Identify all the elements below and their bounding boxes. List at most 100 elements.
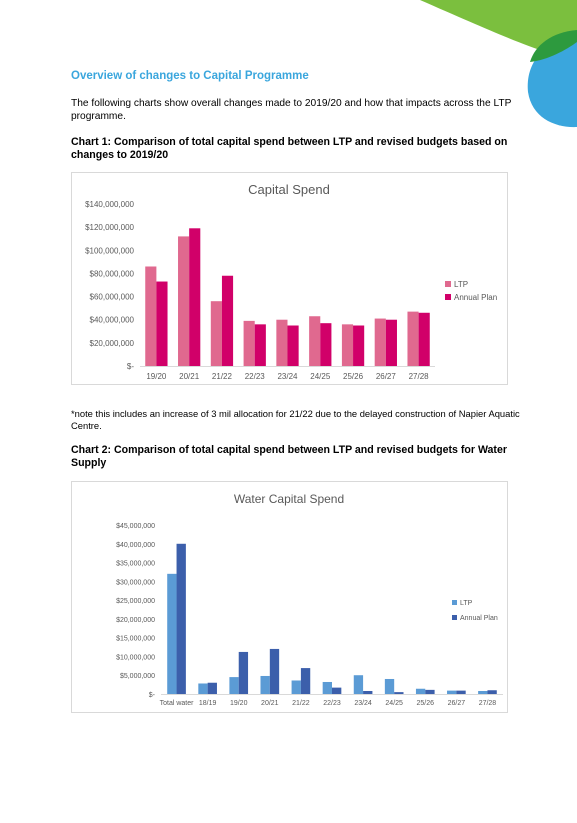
bar-ltp xyxy=(353,675,364,694)
x-tick-label: Total water xyxy=(160,700,195,707)
x-tick-label: 22/23 xyxy=(323,700,341,707)
x-tick-label: 24/25 xyxy=(385,700,403,707)
bar-ltp xyxy=(374,318,386,366)
bar-annual-plan xyxy=(418,312,430,366)
bar-annual-plan xyxy=(385,319,397,366)
legend-label: Annual Plan xyxy=(454,293,497,302)
bar-annual-plan xyxy=(456,690,466,694)
y-tick-label: $15,000,000 xyxy=(116,636,155,643)
bar-ltp xyxy=(291,680,301,694)
x-tick-label: 27/28 xyxy=(479,700,497,707)
y-tick-label: $60,000,000 xyxy=(90,293,135,302)
x-tick-label: 21/22 xyxy=(212,372,233,381)
x-tick-label: 23/24 xyxy=(277,372,298,381)
blue-drop-shape xyxy=(527,38,577,128)
chart2-heading: Chart 2: Comparison of total capital spe… xyxy=(71,444,507,469)
bar-annual-plan xyxy=(363,690,373,694)
bar-annual-plan xyxy=(300,668,311,694)
legend-swatch xyxy=(452,615,457,620)
y-tick-label: $45,000,000 xyxy=(116,523,155,530)
bar-annual-plan xyxy=(221,275,234,366)
x-tick-label: 20/21 xyxy=(261,700,279,707)
legend-swatch xyxy=(445,281,451,287)
bar-ltp xyxy=(478,690,488,694)
bar-annual-plan xyxy=(207,682,217,694)
x-tick-label: 19/20 xyxy=(230,700,248,707)
x-tick-label: 23/24 xyxy=(354,700,372,707)
bar-ltp xyxy=(145,266,157,366)
legend-label: LTP xyxy=(454,280,468,289)
page-title: Overview of changes to Capital Programme xyxy=(71,70,309,82)
bar-ltp xyxy=(447,690,457,694)
bar-annual-plan xyxy=(320,323,332,366)
bar-annual-plan xyxy=(176,543,186,694)
chart1-heading: Chart 1: Comparison of total capital spe… xyxy=(71,136,508,161)
y-tick-label: $40,000,000 xyxy=(116,542,155,549)
x-tick-label: 20/21 xyxy=(179,372,200,381)
bar-ltp xyxy=(178,236,190,366)
bar-ltp xyxy=(341,324,354,366)
legend-label: LTP xyxy=(460,600,473,607)
bar-ltp xyxy=(384,678,395,694)
capital-spend-chart: Capital Spend $- $20,000,000 $40,000,000 $60… xyxy=(85,182,497,381)
bar-annual-plan xyxy=(254,324,266,366)
y-tick-label: $80,000,000 xyxy=(90,269,135,278)
legend-swatch xyxy=(452,600,457,605)
bar-ltp xyxy=(198,683,208,694)
chart2-container: Water Capital Spend $- $5,000,000 $10,000,0… xyxy=(71,481,508,713)
x-tick-label: 18/19 xyxy=(199,700,217,707)
bar-annual-plan xyxy=(287,325,299,366)
bar-annual-plan xyxy=(269,648,280,694)
y-tick-label: $20,000,000 xyxy=(116,617,155,624)
bar-ltp xyxy=(415,688,426,694)
bar-annual-plan xyxy=(487,690,497,694)
intro-paragraph: The following charts show overall change… xyxy=(71,98,512,122)
bar-ltp xyxy=(322,681,332,694)
water-capital-spend-chart: Water Capital Spend $- $5,000,000 $10,000,0… xyxy=(116,492,503,707)
bar-annual-plan xyxy=(238,651,249,694)
bar-annual-plan xyxy=(353,325,365,366)
y-tick-label: $30,000,000 xyxy=(116,579,155,586)
x-tick-label: 22/23 xyxy=(245,372,266,381)
bar-ltp xyxy=(407,311,419,366)
y-tick-label: $140,000,000 xyxy=(85,200,134,209)
y-tick-label: $120,000,000 xyxy=(85,223,134,232)
y-tick-label: $25,000,000 xyxy=(116,598,155,605)
bar-ltp xyxy=(229,677,239,694)
bar-ltp xyxy=(210,301,222,366)
x-tick-label: 26/27 xyxy=(376,372,397,381)
bar-annual-plan xyxy=(332,687,342,694)
x-tick-label: 19/20 xyxy=(146,372,167,381)
bar-ltp xyxy=(276,319,288,366)
chart-title: Capital Spend xyxy=(248,182,330,197)
x-tick-label: 26/27 xyxy=(448,700,466,707)
dark-leaf-shape xyxy=(530,30,577,62)
y-tick-label: $100,000,000 xyxy=(85,246,134,255)
chart-title: Water Capital Spend xyxy=(234,492,344,506)
chart1-container: Capital Spend $- $20,000,000 $40,000,000 $60… xyxy=(71,172,508,385)
legend-label: Annual Plan xyxy=(460,615,498,622)
x-tick-label: 21/22 xyxy=(292,700,310,707)
green-wave-shape xyxy=(420,0,577,60)
bar-annual-plan xyxy=(156,281,168,366)
y-tick-label: $40,000,000 xyxy=(90,316,135,325)
footnote: *note this includes an increase of 3 mil… xyxy=(71,408,520,431)
bar-ltp xyxy=(309,316,321,366)
y-tick-label: $35,000,000 xyxy=(116,561,155,568)
x-tick-label: 24/25 xyxy=(310,372,331,381)
legend-swatch xyxy=(445,294,451,300)
y-tick-label: $- xyxy=(127,362,134,371)
bar-annual-plan xyxy=(425,689,435,694)
bar-annual-plan xyxy=(394,692,404,694)
x-tick-label: 25/26 xyxy=(417,700,435,707)
bar-ltp xyxy=(260,675,270,694)
bar-ltp xyxy=(167,573,177,694)
y-tick-label: $10,000,000 xyxy=(116,654,155,661)
x-tick-label: 25/26 xyxy=(343,372,364,381)
x-tick-label: 27/28 xyxy=(409,372,430,381)
bar-ltp xyxy=(243,320,255,366)
y-tick-label: $- xyxy=(149,692,156,699)
bar-annual-plan xyxy=(189,228,201,366)
y-tick-label: $5,000,000 xyxy=(120,673,155,680)
y-tick-label: $20,000,000 xyxy=(90,339,135,348)
